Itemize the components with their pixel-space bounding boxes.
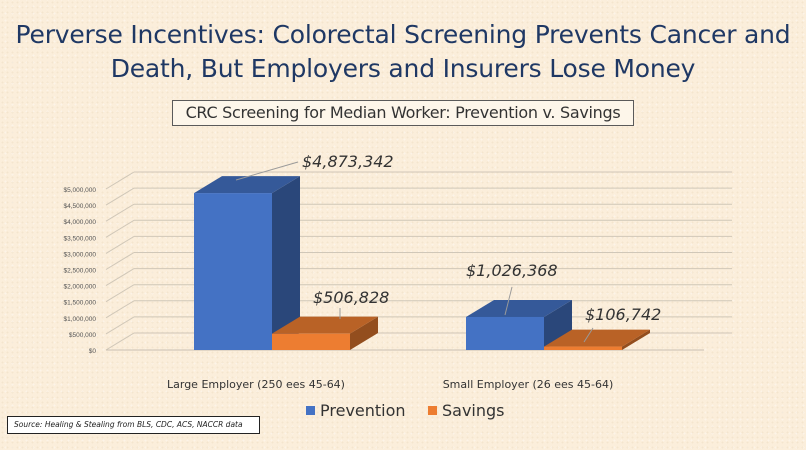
bar-side-savings: [350, 316, 378, 350]
y-tick-label: $500,000: [69, 332, 96, 339]
data-label: $506,828: [313, 288, 389, 307]
data-label: $1,026,368: [466, 261, 558, 280]
gridline-diagonal: [105, 203, 135, 222]
data-label: $4,873,342: [302, 152, 394, 171]
data-label: $106,742: [585, 305, 661, 324]
slide-title-line-1: Perverse Incentives: Colorectal Screenin…: [15, 20, 791, 49]
y-tick-label: $2,500,000: [63, 268, 96, 275]
legend-swatch-savings: [428, 406, 437, 415]
gridline-diagonal: [105, 252, 135, 270]
legend-swatch-prevention: [306, 406, 315, 415]
source-note: Source: Healing & Stealing from BLS, CDC…: [7, 416, 260, 434]
legend-label-prevention: Prevention: [320, 401, 406, 420]
chart-title: CRC Screening for Median Worker: Prevent…: [172, 100, 634, 126]
bar-side-prevention: [272, 176, 300, 350]
y-tick-label: $1,500,000: [63, 300, 96, 307]
y-tick-label: $4,000,000: [63, 219, 96, 226]
bar-top-prevention: [466, 299, 572, 317]
y-tick-label: $4,500,000: [63, 203, 96, 210]
gridline-diagonal: [105, 284, 135, 303]
y-tick-label: $3,500,000: [63, 235, 96, 242]
y-tick-label: $5,000,000: [63, 187, 96, 194]
data-label-leader: [504, 286, 513, 316]
slide-title: Perverse Incentives: Colorectal Screenin…: [0, 18, 806, 86]
gridline-diagonal: [105, 300, 135, 319]
gridline-diagonal: [105, 171, 135, 190]
y-tick-label: $1,000,000: [63, 316, 96, 323]
data-label-leader: [583, 327, 594, 343]
bar-top-savings: [544, 329, 650, 347]
x-category-label: Large Employer (250 ees 45-64): [167, 378, 345, 391]
bar-savings: [272, 333, 350, 350]
gridline-diagonal: [105, 219, 135, 238]
y-tick-label: $3,000,000: [63, 251, 96, 258]
bar-side-prevention: [544, 299, 572, 350]
gridline-diagonal: [105, 268, 135, 287]
bar-prevention: [194, 193, 272, 350]
bar-top-savings: [272, 316, 378, 334]
legend-label-savings: Savings: [442, 401, 505, 420]
x-category-label: Small Employer (26 ees 45-64): [443, 378, 614, 391]
gridline-diagonal: [105, 235, 135, 254]
gridline-diagonal: [105, 332, 135, 351]
gridline-diagonal: [105, 316, 135, 335]
slide-title-line-2: Death, But Employers and Insurers Lose M…: [110, 54, 696, 83]
bar-savings: [544, 346, 622, 350]
data-label-leader: [235, 161, 299, 181]
gridline-diagonal: [105, 187, 135, 206]
bar-side-savings: [622, 329, 650, 350]
y-tick-label: $2,000,000: [63, 284, 96, 291]
y-tick-label: $0: [89, 348, 97, 355]
bar-top-prevention: [194, 176, 300, 194]
bar-prevention: [466, 316, 544, 350]
